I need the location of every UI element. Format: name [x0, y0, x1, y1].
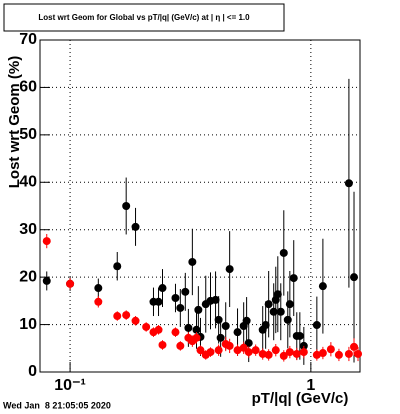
data-point: [171, 328, 180, 337]
y-tick-label: 0: [28, 363, 37, 380]
data-point: [312, 321, 321, 330]
data-point: [42, 237, 51, 246]
data-point: [131, 316, 140, 325]
data-point: [154, 325, 163, 334]
data-point: [269, 307, 278, 316]
data-point: [113, 312, 122, 321]
data-point: [225, 265, 234, 274]
data-point: [244, 339, 253, 348]
data-point: [233, 328, 242, 337]
data-point: [154, 297, 163, 306]
timestamp: Wed Jan 8 21:05:05 2020: [3, 400, 111, 410]
data-point: [94, 297, 103, 306]
data-point: [206, 348, 215, 357]
y-tick-label: 60: [19, 79, 37, 96]
data-point: [350, 273, 359, 282]
data-point: [131, 222, 140, 231]
data-point: [221, 321, 230, 330]
data-point: [142, 322, 151, 331]
data-point: [258, 349, 267, 358]
data-point: [181, 287, 190, 296]
data-point: [216, 333, 225, 342]
data-point: [295, 331, 304, 340]
data-point: [251, 346, 260, 355]
data-point: [94, 284, 103, 293]
y-tick-label: 30: [19, 221, 37, 238]
data-point: [318, 282, 327, 291]
data-point: [113, 262, 122, 271]
data-point: [285, 300, 294, 309]
data-point: [194, 305, 203, 314]
data-point: [158, 340, 167, 349]
y-tick-label: 50: [19, 126, 37, 143]
data-point: [326, 345, 335, 354]
data-point: [271, 346, 280, 355]
data-point: [244, 348, 253, 357]
data-point: [42, 276, 51, 285]
data-point: [225, 341, 234, 350]
data-point: [354, 349, 363, 358]
x-tick-label: 1: [306, 377, 315, 394]
x-axis-label: pT/|q| (GeV/c): [252, 390, 349, 407]
data-point: [350, 342, 359, 351]
data-point: [299, 348, 308, 357]
data-point: [289, 274, 298, 283]
data-point: [176, 341, 185, 350]
data-point: [318, 349, 327, 358]
data-point: [176, 303, 185, 312]
data-point: [158, 284, 167, 293]
x-tick-label: 10⁻¹: [54, 377, 86, 394]
y-tick-label: 70: [19, 31, 37, 48]
data-point: [122, 311, 131, 320]
y-tick-label: 10: [19, 316, 37, 333]
data-point: [261, 321, 270, 330]
data-point: [344, 349, 353, 358]
chart-title: Lost wrt Geom for Global vs pT/|q| (GeV/…: [38, 13, 250, 22]
data-point: [273, 290, 282, 299]
title-box: [3, 3, 285, 32]
data-point: [188, 257, 197, 266]
data-point: [184, 323, 193, 332]
data-point: [196, 346, 205, 355]
data-point: [283, 315, 292, 324]
data-point: [344, 179, 353, 188]
data-point: [279, 351, 288, 360]
y-axis-label: Lost wrt Geom (%): [6, 56, 23, 189]
data-point: [279, 248, 288, 257]
data-point: [66, 279, 75, 288]
data-point: [233, 346, 242, 355]
data-point: [285, 348, 294, 357]
data-point: [264, 350, 273, 359]
data-point: [171, 294, 180, 303]
data-point: [214, 315, 223, 324]
data-point: [211, 295, 220, 304]
data-point: [242, 316, 251, 325]
y-tick-label: 40: [19, 174, 37, 191]
data-point: [214, 346, 223, 355]
data-point: [292, 349, 301, 358]
data-point: [264, 300, 273, 309]
data-point: [312, 350, 321, 359]
data-point: [192, 333, 201, 342]
y-tick-label: 20: [19, 268, 37, 285]
data-point: [276, 307, 285, 316]
data-point: [334, 350, 343, 359]
data-point: [122, 202, 131, 210]
